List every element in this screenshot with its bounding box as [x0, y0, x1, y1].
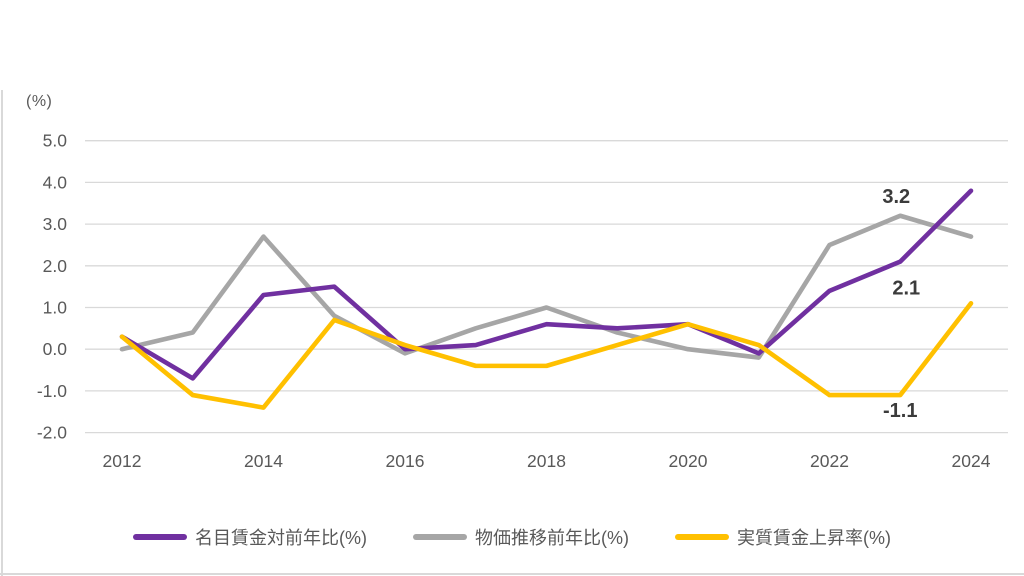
- y-tick-label: 1.0: [43, 298, 68, 318]
- nominal-wage-line-marker-icon: [133, 534, 187, 540]
- legend-item-nominal-wage[interactable]: 名目賃金対前年比(%): [133, 524, 367, 550]
- chart-legend: 名目賃金対前年比(%) 物価推移前年比(%) 実質賃金上昇率(%): [0, 524, 1024, 550]
- series-line-2: [119, 301, 974, 410]
- data-label: 3.2: [882, 186, 910, 208]
- y-tick-label: -1.0: [37, 381, 67, 401]
- series-line-0: [119, 188, 974, 381]
- y-tick-label: 4.0: [43, 172, 68, 192]
- y-axis-unit-label: (%): [26, 93, 53, 110]
- y-tick-label: 2.0: [43, 256, 68, 276]
- real-wage-line-marker-icon: [675, 534, 729, 540]
- legend-label: 実質賃金上昇率(%): [737, 528, 891, 548]
- x-tick-label: 2012: [103, 451, 142, 471]
- x-tick-label: 2024: [952, 451, 991, 471]
- legend-item-real-wage[interactable]: 実質賃金上昇率(%): [675, 524, 891, 550]
- series-line-1: [119, 213, 974, 360]
- page-left-border: [1, 90, 3, 576]
- legend-label: 物価推移前年比(%): [475, 528, 629, 548]
- price-trend-line-marker-icon: [413, 534, 467, 540]
- y-tick-label: 0.0: [43, 339, 68, 359]
- page-bottom-border: [0, 573, 1024, 575]
- x-tick-label: 2020: [669, 451, 708, 471]
- legend-item-price-trend[interactable]: 物価推移前年比(%): [413, 524, 629, 550]
- x-tick-label: 2016: [386, 451, 425, 471]
- data-label: -1.1: [883, 400, 917, 422]
- x-tick-label: 2022: [810, 451, 849, 471]
- legend-label: 名目賃金対前年比(%): [195, 528, 367, 548]
- x-tick-label: 2018: [527, 451, 566, 471]
- y-tick-label: 3.0: [43, 214, 68, 234]
- x-tick-label: 2014: [244, 451, 283, 471]
- y-tick-label: -2.0: [37, 423, 67, 443]
- data-label: 2.1: [892, 278, 920, 300]
- y-tick-label: 5.0: [43, 131, 68, 151]
